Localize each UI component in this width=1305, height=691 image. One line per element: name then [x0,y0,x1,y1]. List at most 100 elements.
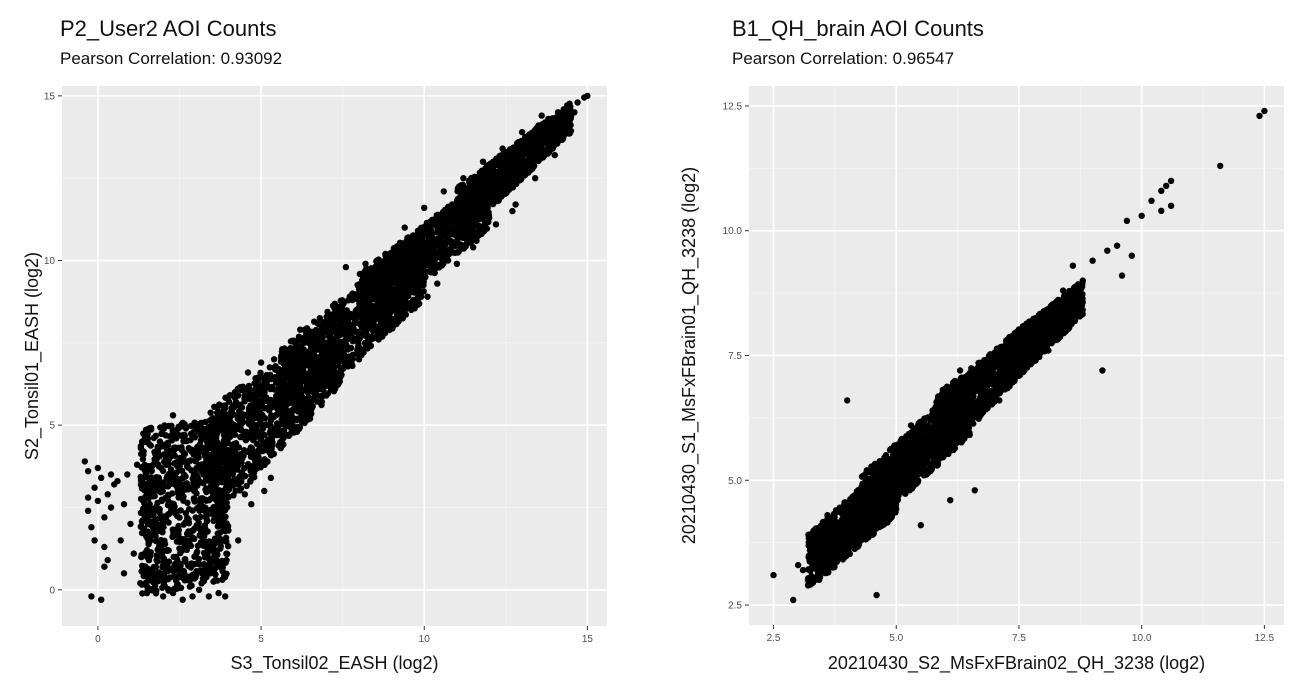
data-point [551,127,558,135]
data-point [270,413,277,421]
data-point [256,397,264,405]
data-point [483,189,490,197]
data-point [178,467,186,475]
data-point [152,537,160,545]
data-point [215,424,222,431]
data-point [535,155,542,162]
data-point [171,452,179,460]
data-point [138,509,145,516]
data-point [546,136,553,144]
data-point [500,150,507,157]
data-point [359,299,366,306]
data-point [274,428,282,435]
data-point [213,486,220,493]
data-point [218,408,226,416]
data-point [414,227,422,234]
data-point [205,593,213,600]
data-point [380,257,388,265]
data-point [206,544,214,552]
data-point [202,453,210,460]
data-point [212,576,219,584]
data-point [304,327,311,334]
data-point [429,219,436,226]
x-tick-label: 2.5 [767,633,781,644]
data-point [382,300,389,307]
x-tick-label: 7.5 [1012,633,1026,644]
data-point [142,549,149,556]
data-point [284,417,291,425]
data-point [472,228,479,235]
data-point [401,244,408,252]
y-tick-label: 5.0 [728,476,742,487]
data-point [164,546,171,554]
data-point [290,352,297,360]
data-point [94,497,102,505]
data-point [326,331,334,339]
data-point [101,543,108,551]
data-point [213,560,221,567]
data-point [144,565,152,572]
data-point [320,379,328,386]
data-point [137,477,145,484]
x-tick-label: 5.0 [889,633,903,644]
data-point [278,352,285,359]
data-point [459,225,466,232]
data-point [178,446,185,453]
data-point [344,319,351,326]
x-tick-label: 0 [95,634,101,645]
data-point [142,483,149,490]
data-point [186,583,194,590]
data-point [427,250,434,257]
data-point [234,451,241,459]
data-point [219,523,226,530]
data-point [304,355,312,363]
data-point [193,490,200,497]
data-point [211,403,218,410]
data-point [205,497,213,504]
data-point [187,436,194,444]
data-point [140,572,147,580]
data-point [374,280,382,287]
data-point [159,467,167,475]
data-point [518,128,526,136]
data-point [198,467,205,475]
data-point [275,389,282,396]
data-point [266,364,273,371]
y-tick-label: 7.5 [728,351,742,362]
data-point [91,484,98,491]
data-point [240,430,248,438]
data-point [208,480,215,488]
data-point [247,477,254,484]
data-point [173,435,180,442]
data-point [175,567,182,574]
data-point [432,261,439,268]
data-point [274,375,281,383]
data-point [551,151,558,159]
data-point [423,261,431,269]
data-point [290,337,298,344]
data-point [372,328,380,335]
data-point [182,480,189,487]
data-point [319,323,327,330]
data-point [185,505,193,513]
data-point [143,472,150,479]
data-point [473,189,481,196]
data-point [130,550,137,557]
data-point [324,308,331,316]
data-point [307,403,315,411]
data-point [336,332,343,339]
data-point [163,461,170,468]
data-point [151,448,158,456]
data-point [195,586,203,593]
data-point [448,238,455,245]
data-point [489,193,497,200]
data-point [325,363,333,370]
data-point [231,428,238,435]
y-tick-label: 10 [44,256,56,267]
data-point [255,421,262,428]
data-point [522,146,530,154]
data-point [171,444,179,451]
data-point [245,462,252,469]
data-point [101,563,108,570]
data-point [437,241,444,248]
